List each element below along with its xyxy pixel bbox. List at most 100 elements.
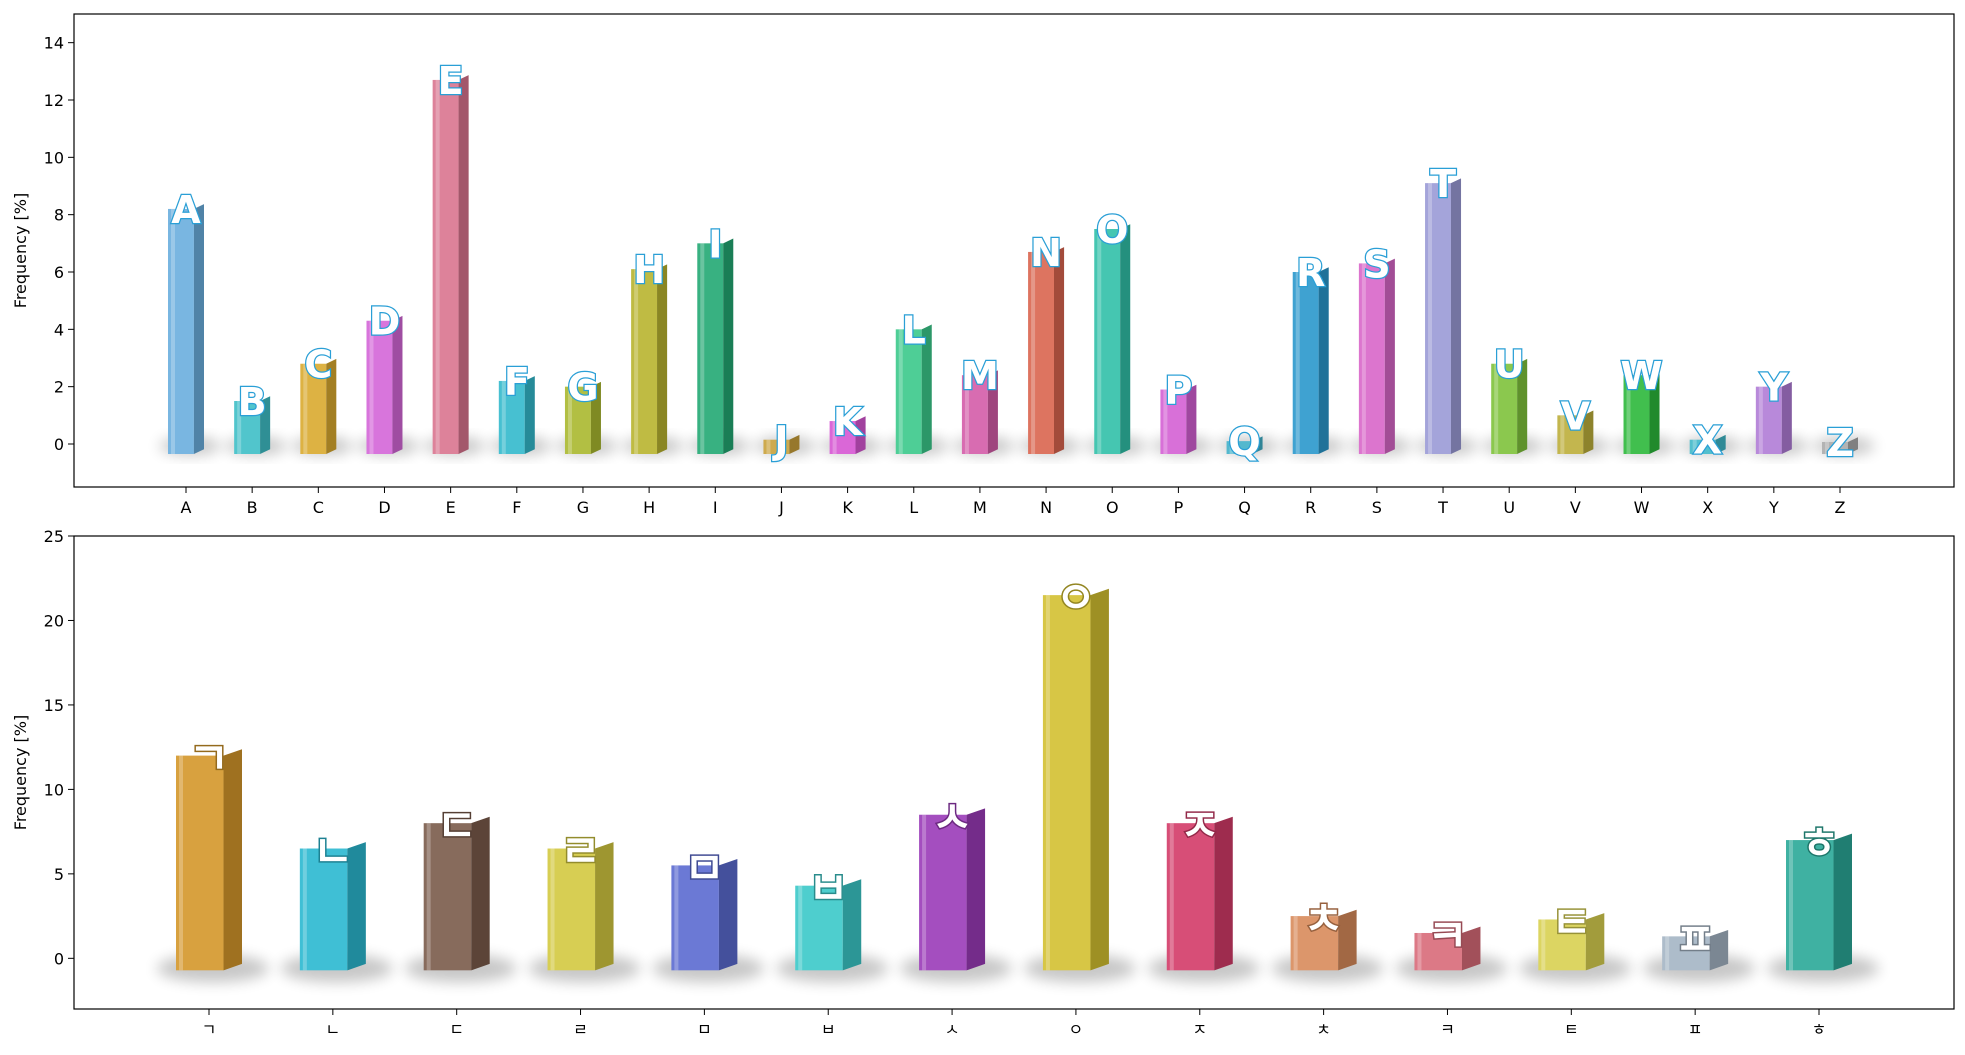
bar-highlight — [1163, 389, 1168, 454]
x-tick-label: ㅂ — [821, 1020, 836, 1039]
x-tick-label: H — [643, 498, 655, 517]
bar-side-face — [1649, 370, 1660, 454]
bar-side-face — [789, 434, 800, 454]
x-tick-label: W — [1634, 498, 1650, 517]
axes-frame — [73, 13, 1955, 488]
y-tick-label: 8 — [54, 206, 64, 225]
bar-highlight — [798, 885, 803, 971]
bar-hangul: ㅁ — [652, 842, 765, 983]
bar-letter-cap: M — [961, 354, 999, 398]
bar-front-face — [1292, 272, 1319, 454]
bar-latin: R — [1284, 250, 1346, 455]
bar-highlight — [1169, 823, 1174, 971]
y-axis-label: Frequency [%] — [11, 715, 30, 830]
bar-highlight — [1295, 272, 1300, 454]
bar-side-face — [524, 376, 535, 454]
bar-latin: N — [1019, 230, 1081, 455]
bar-front-face — [366, 320, 393, 454]
bar-letter-cap: E — [438, 59, 464, 103]
bar-front-face — [1094, 229, 1121, 454]
bar-letter-cap: G — [567, 366, 598, 410]
x-tick-label: ㅅ — [945, 1020, 960, 1039]
bar-side-face — [1517, 358, 1528, 454]
x-tick-label: ㄷ — [449, 1020, 464, 1039]
bar-highlight — [1789, 840, 1793, 971]
bar-letter-cap: B — [238, 380, 267, 424]
x-tick-label: ㄱ — [202, 1020, 217, 1039]
bar-side-face — [1186, 384, 1197, 454]
bar-highlight — [1692, 439, 1697, 454]
bar-highlight — [1293, 916, 1298, 971]
bar-side-face — [1715, 434, 1726, 454]
bar-highlight — [435, 79, 440, 454]
bar-latin: U — [1482, 341, 1544, 455]
bar-highlight — [700, 243, 705, 454]
bar-latin: J — [754, 417, 817, 464]
bar-latin: X — [1681, 417, 1743, 464]
bar-front-face — [168, 208, 194, 454]
x-tick-label: T — [1437, 498, 1448, 517]
x-tick-label: B — [247, 498, 258, 517]
bar-side-face — [1054, 247, 1065, 454]
bar-letter-cap: R — [1296, 251, 1325, 295]
bar-latin: K — [821, 399, 883, 455]
bar-hangul: ㄷ — [404, 800, 517, 983]
bar-side-face — [1461, 926, 1481, 971]
y-tick-label: 0 — [54, 435, 64, 454]
bar-highlight — [1097, 229, 1102, 454]
bar-letter-cap: ㄱ — [189, 734, 229, 785]
x-tick-label: D — [378, 498, 390, 517]
bar-highlight — [898, 329, 903, 454]
bar-latin: E — [424, 58, 486, 455]
bar-front-face — [631, 269, 658, 454]
x-tick-label: Z — [1835, 498, 1846, 517]
bar-latin: M — [953, 353, 1015, 455]
x-tick-label: M — [973, 498, 987, 517]
bar-latin: Q — [1217, 419, 1280, 465]
x-tick-label: ㄴ — [325, 1020, 340, 1039]
y-tick-label: 25 — [44, 527, 64, 546]
bar-hangul: ㅋ — [1395, 909, 1508, 983]
bar-front-face — [1755, 386, 1782, 454]
bar-hangul: ㅈ — [1147, 800, 1260, 983]
bar-side-face — [590, 381, 601, 454]
bar-front-face — [1786, 840, 1834, 971]
bar-letter-cap: O — [1096, 208, 1128, 252]
bar-front-face — [961, 375, 988, 454]
bar-latin: S — [1350, 241, 1412, 455]
bar-letter-cap: K — [833, 400, 864, 444]
bar-front-face — [423, 823, 472, 971]
bar-hangul: ㅌ — [1519, 896, 1632, 983]
bar-highlight — [501, 380, 506, 454]
bar-highlight — [832, 421, 837, 454]
bar-side-face — [921, 324, 932, 454]
bar-hangul: ㅊ — [1271, 893, 1384, 983]
bar-letter-cap: V — [1561, 394, 1591, 438]
y-tick-label: 0 — [54, 949, 64, 968]
y-tick-label: 15 — [44, 696, 64, 715]
bar-front-face — [697, 243, 724, 454]
bar-letter-cap: X — [1693, 419, 1722, 463]
bar-letter-cap: F — [504, 360, 530, 404]
x-tick-label: N — [1040, 498, 1052, 517]
bar-letter-cap: Z — [1826, 421, 1854, 465]
x-tick-label: ㅍ — [1688, 1020, 1703, 1039]
bar-front-face — [1414, 932, 1462, 971]
bar-latin: B — [225, 379, 287, 455]
bar-highlight — [1494, 363, 1499, 454]
bar-front-face — [1028, 251, 1054, 454]
bar-side-face — [347, 842, 366, 971]
bar-front-face — [895, 329, 922, 454]
bar-side-face — [966, 808, 986, 971]
bar-front-face — [919, 814, 967, 971]
bar-front-face — [1358, 263, 1385, 454]
x-tick-label: V — [1570, 498, 1581, 517]
x-tick-label: ㅎ — [1812, 1020, 1827, 1039]
x-tick-label: P — [1174, 498, 1184, 517]
bar-latin: W — [1614, 353, 1677, 455]
bar-highlight — [634, 269, 639, 454]
x-tick-label: ㅇ — [1069, 1020, 1084, 1039]
